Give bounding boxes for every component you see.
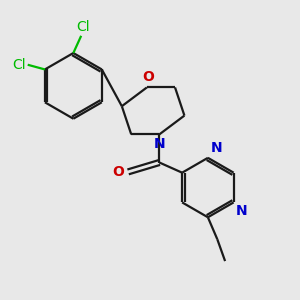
Text: Cl: Cl bbox=[13, 58, 26, 72]
Text: N: N bbox=[236, 204, 248, 218]
Text: O: O bbox=[112, 165, 124, 179]
Text: Cl: Cl bbox=[76, 20, 89, 34]
Text: N: N bbox=[154, 137, 165, 151]
Text: O: O bbox=[142, 70, 154, 84]
Text: N: N bbox=[210, 141, 222, 155]
